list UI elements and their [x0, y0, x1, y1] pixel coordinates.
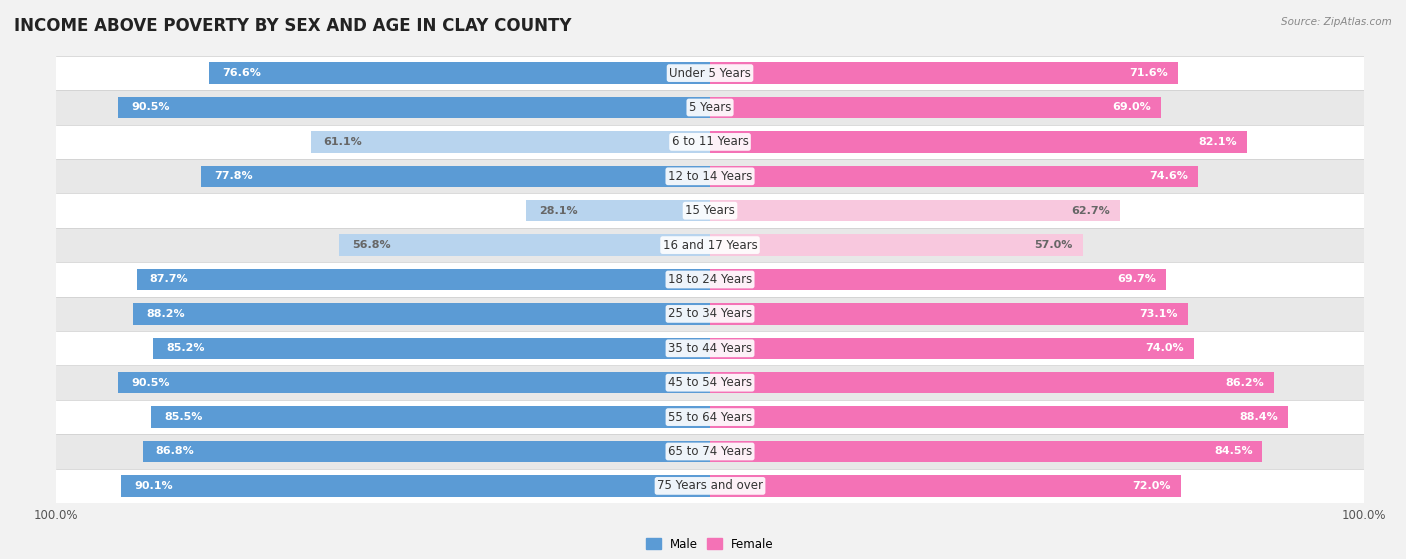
Text: 18 to 24 Years: 18 to 24 Years	[668, 273, 752, 286]
Bar	[56, 159, 1364, 193]
Legend: Male, Female: Male, Female	[641, 533, 779, 555]
Bar	[56, 297, 1364, 331]
Text: 90.5%: 90.5%	[131, 102, 170, 112]
Bar	[56, 468, 1364, 503]
Bar	[710, 234, 1083, 256]
Text: 85.5%: 85.5%	[165, 412, 202, 422]
Bar	[710, 165, 1198, 187]
Text: INCOME ABOVE POVERTY BY SEX AND AGE IN CLAY COUNTY: INCOME ABOVE POVERTY BY SEX AND AGE IN C…	[14, 17, 572, 35]
Text: 84.5%: 84.5%	[1213, 447, 1253, 457]
Text: 71.6%: 71.6%	[1129, 68, 1168, 78]
Bar	[118, 372, 710, 394]
Bar	[136, 269, 710, 290]
Bar	[339, 234, 710, 256]
Text: 12 to 14 Years: 12 to 14 Years	[668, 170, 752, 183]
Bar	[56, 193, 1364, 228]
Bar	[56, 331, 1364, 366]
Text: 57.0%: 57.0%	[1035, 240, 1073, 250]
Text: 76.6%: 76.6%	[222, 68, 262, 78]
Text: 75 Years and over: 75 Years and over	[657, 480, 763, 492]
Bar	[134, 303, 710, 325]
Bar	[56, 366, 1364, 400]
Text: 62.7%: 62.7%	[1071, 206, 1111, 216]
Text: 90.1%: 90.1%	[134, 481, 173, 491]
Text: 15 Years: 15 Years	[685, 204, 735, 217]
Text: 72.0%: 72.0%	[1132, 481, 1171, 491]
Text: 90.5%: 90.5%	[131, 378, 170, 388]
Text: 16 and 17 Years: 16 and 17 Years	[662, 239, 758, 252]
Text: 61.1%: 61.1%	[323, 137, 363, 147]
Bar	[526, 200, 710, 221]
Text: 74.0%: 74.0%	[1146, 343, 1184, 353]
Bar	[710, 406, 1288, 428]
Bar	[142, 441, 710, 462]
Bar	[56, 91, 1364, 125]
Bar	[209, 63, 710, 84]
Text: Source: ZipAtlas.com: Source: ZipAtlas.com	[1281, 17, 1392, 27]
Bar	[56, 228, 1364, 262]
Text: 77.8%: 77.8%	[215, 171, 253, 181]
Bar	[710, 475, 1181, 496]
Text: Under 5 Years: Under 5 Years	[669, 67, 751, 79]
Bar	[150, 406, 710, 428]
Bar	[56, 56, 1364, 91]
Text: 35 to 44 Years: 35 to 44 Years	[668, 342, 752, 355]
Text: 87.7%: 87.7%	[149, 274, 188, 285]
Text: 28.1%: 28.1%	[540, 206, 578, 216]
Text: 25 to 34 Years: 25 to 34 Years	[668, 307, 752, 320]
Text: 6 to 11 Years: 6 to 11 Years	[672, 135, 748, 148]
Bar	[710, 200, 1121, 221]
Bar	[311, 131, 710, 153]
Text: 56.8%: 56.8%	[352, 240, 391, 250]
Bar	[56, 434, 1364, 468]
Bar	[56, 262, 1364, 297]
Text: 88.4%: 88.4%	[1240, 412, 1278, 422]
Bar	[710, 441, 1263, 462]
Text: 88.2%: 88.2%	[146, 309, 186, 319]
Bar	[56, 125, 1364, 159]
Bar	[201, 165, 710, 187]
Bar	[710, 63, 1178, 84]
Bar	[56, 400, 1364, 434]
Text: 86.2%: 86.2%	[1225, 378, 1264, 388]
Bar	[121, 475, 710, 496]
Bar	[710, 303, 1188, 325]
Text: 74.6%: 74.6%	[1149, 171, 1188, 181]
Bar	[710, 372, 1274, 394]
Text: 65 to 74 Years: 65 to 74 Years	[668, 445, 752, 458]
Text: 86.8%: 86.8%	[156, 447, 194, 457]
Text: 69.7%: 69.7%	[1116, 274, 1156, 285]
Bar	[710, 338, 1194, 359]
Text: 82.1%: 82.1%	[1198, 137, 1237, 147]
Bar	[710, 269, 1166, 290]
Text: 85.2%: 85.2%	[166, 343, 205, 353]
Bar	[710, 97, 1161, 118]
Text: 69.0%: 69.0%	[1112, 102, 1152, 112]
Bar	[710, 131, 1247, 153]
Text: 55 to 64 Years: 55 to 64 Years	[668, 411, 752, 424]
Text: 73.1%: 73.1%	[1140, 309, 1178, 319]
Bar	[118, 97, 710, 118]
Bar	[153, 338, 710, 359]
Text: 5 Years: 5 Years	[689, 101, 731, 114]
Text: 45 to 54 Years: 45 to 54 Years	[668, 376, 752, 389]
